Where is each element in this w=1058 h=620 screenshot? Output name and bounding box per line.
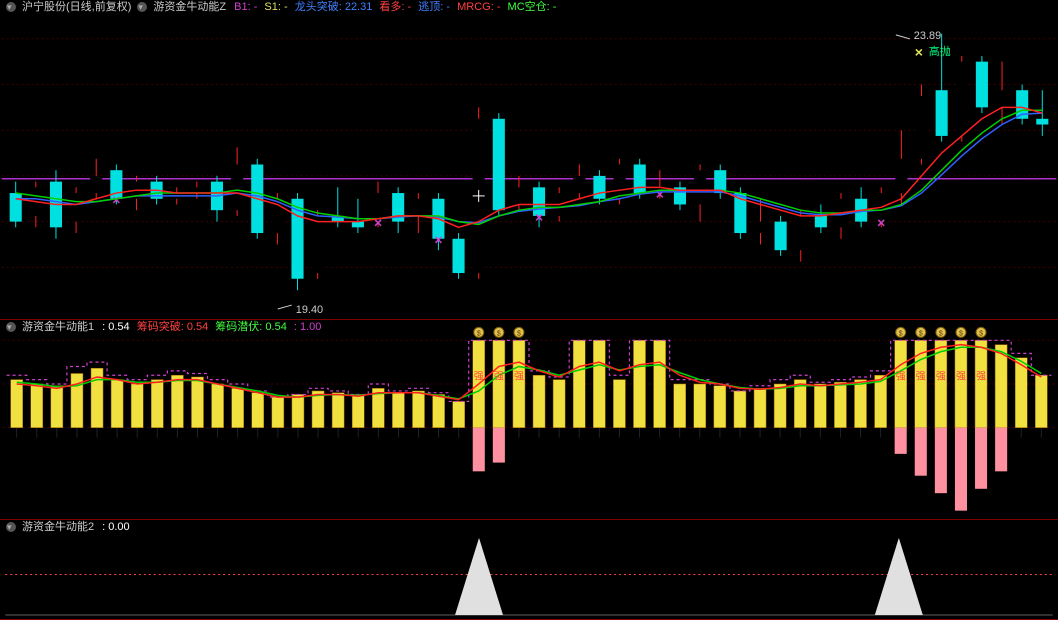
main-header: 沪宁股份(日线,前复权) 游资金牛动能Z B1: - S1: - 龙头突破: 2… bbox=[4, 0, 556, 14]
svg-text:强: 强 bbox=[474, 371, 484, 383]
sub2-header: 游资金牛动能2 : 0.00 bbox=[4, 520, 130, 534]
svg-text:$: $ bbox=[497, 330, 501, 337]
svg-text:×: × bbox=[877, 215, 885, 231]
svg-text:×: × bbox=[434, 232, 442, 248]
svg-text:$: $ bbox=[899, 330, 903, 337]
svg-text:$: $ bbox=[939, 330, 943, 337]
sub2-chart bbox=[0, 520, 1058, 619]
header-legend-item: MC空仓: - bbox=[505, 1, 557, 13]
svg-text:强: 强 bbox=[936, 371, 946, 383]
stock-title: 沪宁股份(日线,前复权) bbox=[22, 0, 131, 14]
svg-text:$: $ bbox=[517, 330, 521, 337]
header-legend-item: 筹码潜伏: 0.54 bbox=[212, 321, 287, 333]
sub-indicator-1-panel[interactable]: 游资金牛动能1 : 0.54 筹码突破: 0.54 筹码潜伏: 0.54 : 1… bbox=[0, 320, 1058, 520]
svg-text:强: 强 bbox=[976, 371, 986, 383]
dropdown-icon[interactable] bbox=[6, 522, 16, 532]
svg-text:强: 强 bbox=[896, 371, 906, 383]
header-legend-item: 筹码突破: 0.54 bbox=[134, 321, 209, 333]
svg-text:强: 强 bbox=[494, 371, 504, 383]
svg-text:$: $ bbox=[919, 330, 923, 337]
svg-text:强: 强 bbox=[956, 371, 966, 383]
svg-text:19.40: 19.40 bbox=[296, 304, 323, 316]
header-legend-item: 龙头突破: 22.31 bbox=[292, 1, 373, 13]
svg-text:×: × bbox=[535, 209, 543, 225]
header-legend-item: : 1.00 bbox=[291, 321, 322, 333]
dropdown-icon[interactable] bbox=[137, 2, 147, 12]
header-legend-item: S1: - bbox=[261, 1, 287, 13]
sub1-header: 游资金牛动能1 : 0.54 筹码突破: 0.54 筹码潜伏: 0.54 : 1… bbox=[4, 320, 321, 334]
svg-text:23.89: 23.89 bbox=[914, 30, 941, 42]
svg-text:$: $ bbox=[979, 330, 983, 337]
dropdown-icon[interactable] bbox=[6, 2, 16, 12]
main-chart: ××××××23.8919.40×高抛 bbox=[0, 0, 1058, 319]
svg-text:×: × bbox=[374, 215, 382, 231]
svg-text:$: $ bbox=[477, 330, 481, 337]
header-legend-item: 看多: - bbox=[376, 1, 411, 13]
header-legend-item: : 0.00 bbox=[102, 521, 130, 533]
indicator-name: 游资金牛动能2 bbox=[22, 520, 94, 534]
dropdown-icon[interactable] bbox=[6, 322, 16, 332]
header-legend-item: MRCG: - bbox=[454, 1, 500, 13]
sub1-chart: $$$$$$$$强强强强强强强强 bbox=[0, 320, 1058, 519]
indicator-name: 游资金牛动能Z bbox=[153, 0, 226, 14]
svg-text:×: × bbox=[915, 44, 923, 60]
header-legend-item: B1: - bbox=[234, 1, 257, 13]
header-legend-item: : 0.54 bbox=[102, 321, 130, 333]
header-legend-item: 逃顶: - bbox=[415, 1, 450, 13]
sub-indicator-2-panel[interactable]: 游资金牛动能2 : 0.00 bbox=[0, 520, 1058, 620]
svg-text:$: $ bbox=[959, 330, 963, 337]
svg-text:强: 强 bbox=[514, 371, 524, 383]
main-candlestick-panel[interactable]: 沪宁股份(日线,前复权) 游资金牛动能Z B1: - S1: - 龙头突破: 2… bbox=[0, 0, 1058, 320]
indicator-name: 游资金牛动能1 bbox=[22, 320, 94, 334]
svg-text:高抛: 高抛 bbox=[929, 44, 951, 58]
svg-text:强: 强 bbox=[916, 371, 926, 383]
